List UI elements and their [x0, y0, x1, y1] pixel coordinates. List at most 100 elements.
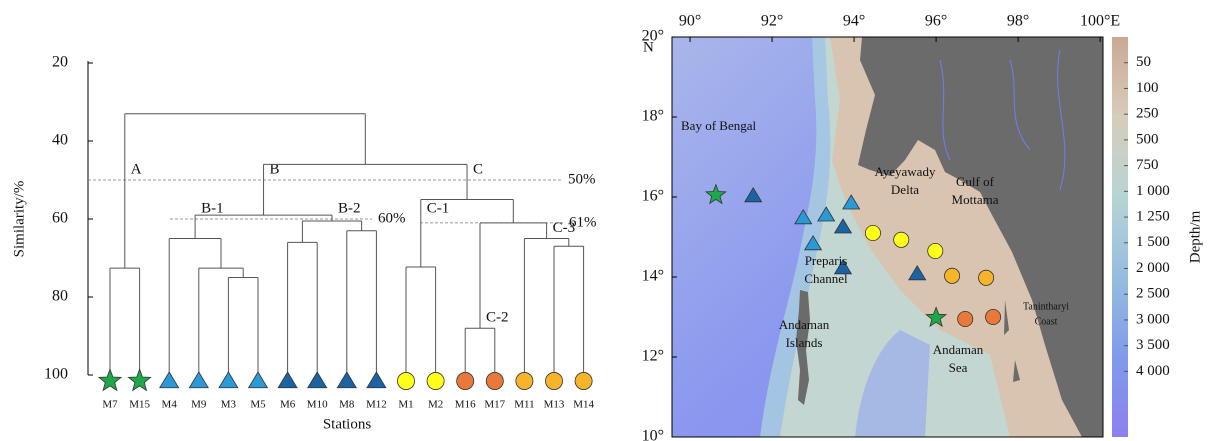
triangle-marker	[277, 371, 298, 389]
place-label: Preparis	[805, 253, 848, 268]
circle-marker	[893, 231, 910, 248]
colorbar-tick-label: 250	[1136, 106, 1159, 122]
x-tick-label: 94°	[843, 13, 865, 30]
colorbar-tick-label: 100	[1136, 80, 1159, 96]
x-tick-label: 100°E	[1080, 13, 1120, 30]
y-tick-label: 10°	[642, 428, 664, 441]
triangle-marker	[744, 187, 763, 203]
cluster-label: B-1	[201, 200, 224, 216]
station-label: M1	[398, 399, 413, 411]
cluster-label: A	[131, 161, 142, 177]
triangle-marker	[794, 209, 813, 225]
colorbar-tick-label: 500	[1136, 131, 1159, 147]
place-label: Tanintharyi	[1023, 301, 1069, 312]
circle-marker	[957, 310, 974, 327]
y-tick-label: 100	[44, 366, 68, 383]
y-tick-label: 12°	[642, 348, 664, 365]
place-label: Ayeyawady	[875, 164, 936, 179]
station-label: M13	[544, 399, 565, 411]
colorbar-title: Depth/m	[1187, 210, 1203, 263]
circle-marker	[515, 372, 534, 390]
colorbar-tick-label: 4 000	[1136, 363, 1170, 379]
triangle-marker	[307, 371, 328, 389]
triangle-marker	[803, 235, 823, 251]
station-label: M4	[162, 399, 178, 411]
circle-marker	[927, 242, 944, 259]
colorbar-tick-label: 3 000	[1136, 311, 1170, 327]
y-axis-title: Similarity/%	[11, 181, 27, 258]
station-label: M8	[339, 399, 355, 411]
place-label: Islands	[786, 335, 823, 350]
map-frame	[671, 36, 1104, 438]
place-label: Bay of Bengal	[681, 118, 756, 133]
north-label: N	[643, 39, 654, 55]
place-label: Andaman	[933, 342, 984, 357]
star-marker	[97, 368, 123, 392]
circle-marker	[985, 308, 1002, 325]
cutoff-label: 60%	[378, 210, 406, 226]
circle-marker	[545, 372, 563, 390]
y-tick-label: 16°	[642, 188, 664, 205]
cluster-label: C-3	[553, 220, 576, 236]
x-tick-label: 92°	[761, 13, 783, 30]
circle-marker	[456, 372, 475, 390]
station-label: M15	[129, 399, 150, 411]
triangle-marker	[336, 371, 357, 389]
cluster-label: B	[270, 161, 280, 177]
cutoff-label: 61%	[569, 214, 597, 230]
cluster-label: C-2	[486, 310, 509, 326]
place-label: Delta	[891, 182, 919, 197]
colorbar-tick-label: 2 000	[1136, 260, 1170, 276]
y-tick-label: 20	[52, 54, 68, 71]
colorbar-tick-label: 750	[1136, 157, 1159, 173]
circle-marker	[944, 267, 961, 284]
colorbar-tick-label: 1 500	[1136, 234, 1170, 250]
colorbar-tick-label: 2 500	[1136, 286, 1170, 302]
place-label: Coast	[1035, 316, 1058, 327]
cluster-label: C-1	[427, 200, 450, 216]
station-label: M3	[221, 399, 237, 411]
station-label: M14	[573, 399, 594, 411]
cluster-label: C	[473, 161, 483, 177]
colorbar	[1112, 37, 1128, 437]
y-tick-label: 60	[52, 210, 68, 227]
place-label: Andaman	[779, 317, 830, 332]
y-tick-label: 18°	[642, 108, 664, 125]
triangle-marker	[842, 194, 861, 210]
colorbar-tick-label: 1 250	[1136, 209, 1170, 225]
circle-marker	[864, 224, 881, 241]
station-label: M5	[250, 399, 266, 411]
station-label: M7	[102, 399, 118, 411]
colorbar-tick-label: 1 000	[1136, 183, 1170, 199]
map-background	[672, 37, 1103, 437]
triangle-marker	[833, 259, 853, 275]
triangle-marker	[247, 371, 269, 389]
star-marker	[925, 306, 948, 328]
place-label: Sea	[949, 360, 968, 375]
station-label: M12	[366, 399, 387, 411]
station-label: M10	[307, 399, 328, 411]
colorbar-tick-label: 50	[1136, 54, 1151, 70]
station-label: M9	[191, 399, 207, 411]
cluster-label: B-2	[338, 200, 361, 216]
star-marker	[127, 368, 152, 392]
circle-marker	[978, 269, 995, 286]
x-tick-label: 98°	[1007, 13, 1029, 30]
triangle-marker	[908, 265, 927, 281]
station-label: M16	[455, 399, 476, 411]
circle-marker	[485, 372, 504, 390]
station-label: M2	[428, 399, 443, 411]
triangle-marker	[159, 371, 180, 389]
y-tick-label: 80	[52, 288, 68, 305]
y-tick-label: 14°	[642, 268, 664, 285]
triangle-marker	[188, 371, 209, 389]
circle-marker	[574, 372, 593, 390]
triangle-marker	[817, 206, 836, 222]
colorbar-tick-label: 3 500	[1136, 337, 1170, 353]
cutoff-label: 50%	[568, 171, 596, 187]
star-marker	[704, 183, 727, 205]
y-tick-label: 40	[52, 132, 68, 149]
place-label: Gulf of	[956, 174, 995, 189]
